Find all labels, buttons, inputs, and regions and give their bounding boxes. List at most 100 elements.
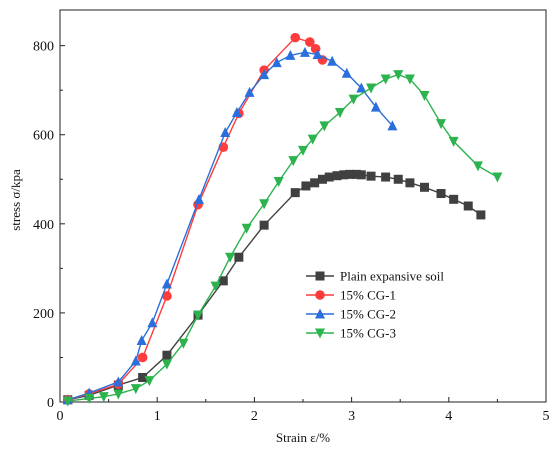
data-point xyxy=(463,201,473,211)
data-point xyxy=(317,174,327,184)
data-point xyxy=(113,389,124,400)
legend-item: Plain expansive soil xyxy=(306,269,444,284)
data-point xyxy=(271,57,282,68)
data-point xyxy=(259,69,270,80)
plot-frame xyxy=(59,9,547,403)
data-point xyxy=(405,178,415,188)
data-point xyxy=(366,83,377,94)
y-tick-label: 600 xyxy=(33,129,54,144)
data-point xyxy=(259,220,269,230)
x-tick-label: 5 xyxy=(543,409,549,424)
data-point xyxy=(234,252,244,262)
series-3 xyxy=(62,46,398,405)
data-point xyxy=(218,276,228,286)
data-point xyxy=(404,74,415,85)
data-point xyxy=(241,223,252,234)
data-point xyxy=(307,134,318,145)
y-tick-label: 800 xyxy=(33,40,54,55)
legend-marker xyxy=(315,328,325,339)
data-point xyxy=(420,182,429,192)
data-point xyxy=(290,32,301,43)
data-point xyxy=(319,121,330,132)
data-point xyxy=(231,106,242,117)
data-point xyxy=(381,172,391,182)
data-point xyxy=(137,352,148,363)
series-2 xyxy=(62,32,328,405)
data-point xyxy=(327,55,338,66)
data-point xyxy=(393,174,403,184)
data-point xyxy=(220,127,231,137)
data-point xyxy=(298,145,308,156)
data-point xyxy=(492,172,503,183)
data-point xyxy=(98,392,109,403)
data-point xyxy=(345,169,355,179)
data-point xyxy=(341,67,352,78)
data-point xyxy=(288,156,299,167)
axes: 0 1 2 3 4 5 0 200 400 600 800 xyxy=(33,9,549,424)
legend-marker xyxy=(315,271,325,281)
y-tick-label: 0 xyxy=(47,396,54,411)
data-point xyxy=(259,199,270,210)
legend: Plain expansive soil 15% CG-1 15% CG-2 15% … xyxy=(306,269,444,341)
data-point xyxy=(312,49,323,60)
data-point xyxy=(310,178,320,188)
data-point xyxy=(419,91,430,102)
y-tick-label: 400 xyxy=(33,218,54,233)
data-point xyxy=(225,252,236,263)
data-point xyxy=(244,86,255,97)
data-point xyxy=(161,359,172,370)
data-point xyxy=(138,373,148,382)
data-point xyxy=(356,82,367,93)
legend-item: 15% CG-2 xyxy=(306,307,396,322)
legend-label: Plain expansive soil xyxy=(340,269,444,284)
data-point xyxy=(299,46,310,57)
data-point xyxy=(393,70,404,81)
data-point xyxy=(162,291,172,301)
series-1 xyxy=(63,169,486,405)
data-point xyxy=(472,161,483,172)
data-point xyxy=(339,170,349,180)
series-4 xyxy=(62,70,503,407)
legend-marker xyxy=(315,290,325,300)
data-point xyxy=(380,74,391,85)
data-point xyxy=(305,37,315,47)
data-point xyxy=(161,278,172,289)
data-point xyxy=(178,338,189,349)
data-point xyxy=(136,335,147,346)
data-point xyxy=(351,169,361,179)
x-tick-label: 4 xyxy=(445,409,452,424)
data-point xyxy=(324,172,334,182)
data-point xyxy=(273,177,284,187)
series-line xyxy=(67,51,393,401)
data-point xyxy=(285,49,296,60)
x-tick-label: 3 xyxy=(348,409,355,424)
data-point xyxy=(193,193,204,204)
data-point xyxy=(332,171,342,181)
data-point xyxy=(448,136,459,147)
data-point xyxy=(147,317,158,328)
data-point xyxy=(334,107,345,118)
data-point xyxy=(476,210,486,220)
data-point xyxy=(84,393,95,404)
legend-item: 15% CG-1 xyxy=(306,288,396,303)
legend-label: 15% CG-2 xyxy=(340,307,396,322)
data-point xyxy=(301,181,311,191)
y-axis-title: stress σ/kpa xyxy=(8,169,23,231)
legend-label: 15% CG-3 xyxy=(340,326,396,341)
x-tick-label: 1 xyxy=(154,409,161,424)
series-line xyxy=(67,36,324,401)
data-point xyxy=(366,171,376,181)
data-point xyxy=(113,376,124,387)
data-point xyxy=(62,396,73,407)
data-point xyxy=(387,120,398,131)
data-point xyxy=(449,194,459,204)
data-point xyxy=(130,384,141,395)
series-line xyxy=(67,73,498,402)
data-point xyxy=(348,94,359,105)
data-point xyxy=(290,188,300,198)
legend-item: 15% CG-3 xyxy=(306,326,396,341)
data-point xyxy=(356,170,366,180)
legend-label: 15% CG-1 xyxy=(340,288,396,303)
data-point xyxy=(436,189,446,199)
data-point xyxy=(130,355,141,366)
